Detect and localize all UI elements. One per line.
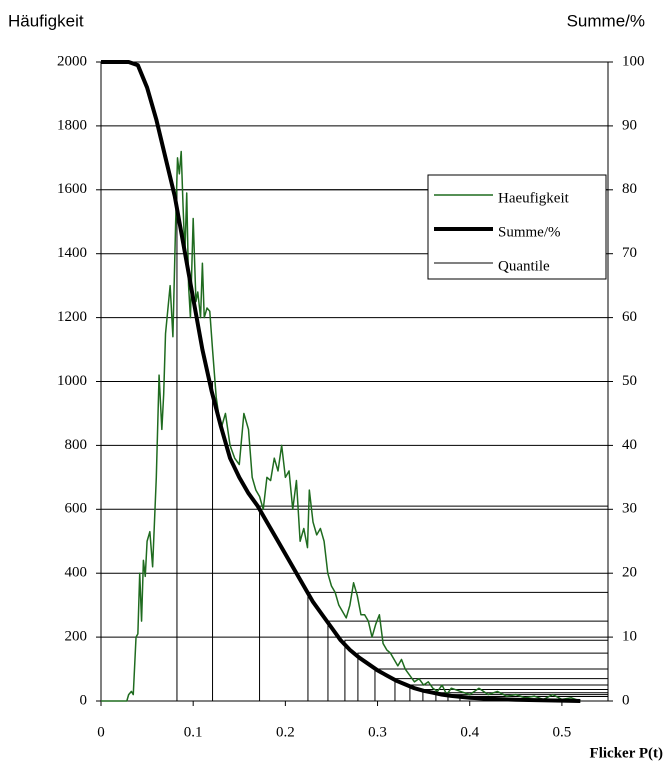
quantile-line (344, 639, 608, 701)
y-tick-label: 400 (65, 565, 88, 581)
y-tick-label: 200 (65, 629, 88, 645)
y2-tick-label: 40 (622, 437, 637, 453)
x-tick-label: 0.5 (553, 724, 572, 740)
y-tick-label: 2000 (57, 53, 87, 69)
y-tick-label: 600 (65, 501, 88, 517)
x-tick-label: 0.3 (368, 724, 387, 740)
y2-axis-title: Summe/% (567, 11, 645, 30)
legend-label: Haeufigkeit (498, 190, 570, 206)
series-line (101, 150, 581, 702)
y2-tick-label: 90 (622, 117, 637, 133)
y-tick-label: 1400 (57, 245, 87, 261)
y-tick-label: 1600 (57, 181, 87, 197)
y2-tick-label: 0 (622, 692, 630, 708)
y-tick-label: 0 (80, 692, 88, 708)
x-tick-label: 0.1 (184, 724, 203, 740)
y2-tick-label: 80 (622, 181, 637, 197)
y-axis-title: Häufigkeit (8, 11, 84, 30)
x-tick-label: 0.2 (276, 724, 295, 740)
y2-tick-label: 60 (622, 309, 637, 325)
y2-tick-label: 70 (622, 245, 637, 261)
x-axis-title: Flicker P(t) (590, 745, 663, 761)
legend-label: Quantile (498, 258, 550, 274)
x-tick-label: 0 (97, 724, 105, 740)
quantile-line (357, 652, 608, 701)
y2-tick-label: 100 (622, 53, 645, 69)
y-tick-label: 1800 (57, 117, 87, 133)
quantile-line (212, 381, 608, 701)
y-tick-label: 1200 (57, 309, 87, 325)
y2-tick-label: 50 (622, 373, 637, 389)
x-tick-label: 0.4 (460, 724, 479, 740)
legend-label: Summe/% (498, 224, 561, 240)
y-tick-label: 800 (65, 437, 88, 453)
y2-tick-label: 20 (622, 565, 637, 581)
series-line (101, 60, 581, 703)
y2-tick-label: 30 (622, 501, 637, 517)
y2-tick-label: 10 (622, 629, 637, 645)
y-tick-label: 1000 (57, 373, 87, 389)
